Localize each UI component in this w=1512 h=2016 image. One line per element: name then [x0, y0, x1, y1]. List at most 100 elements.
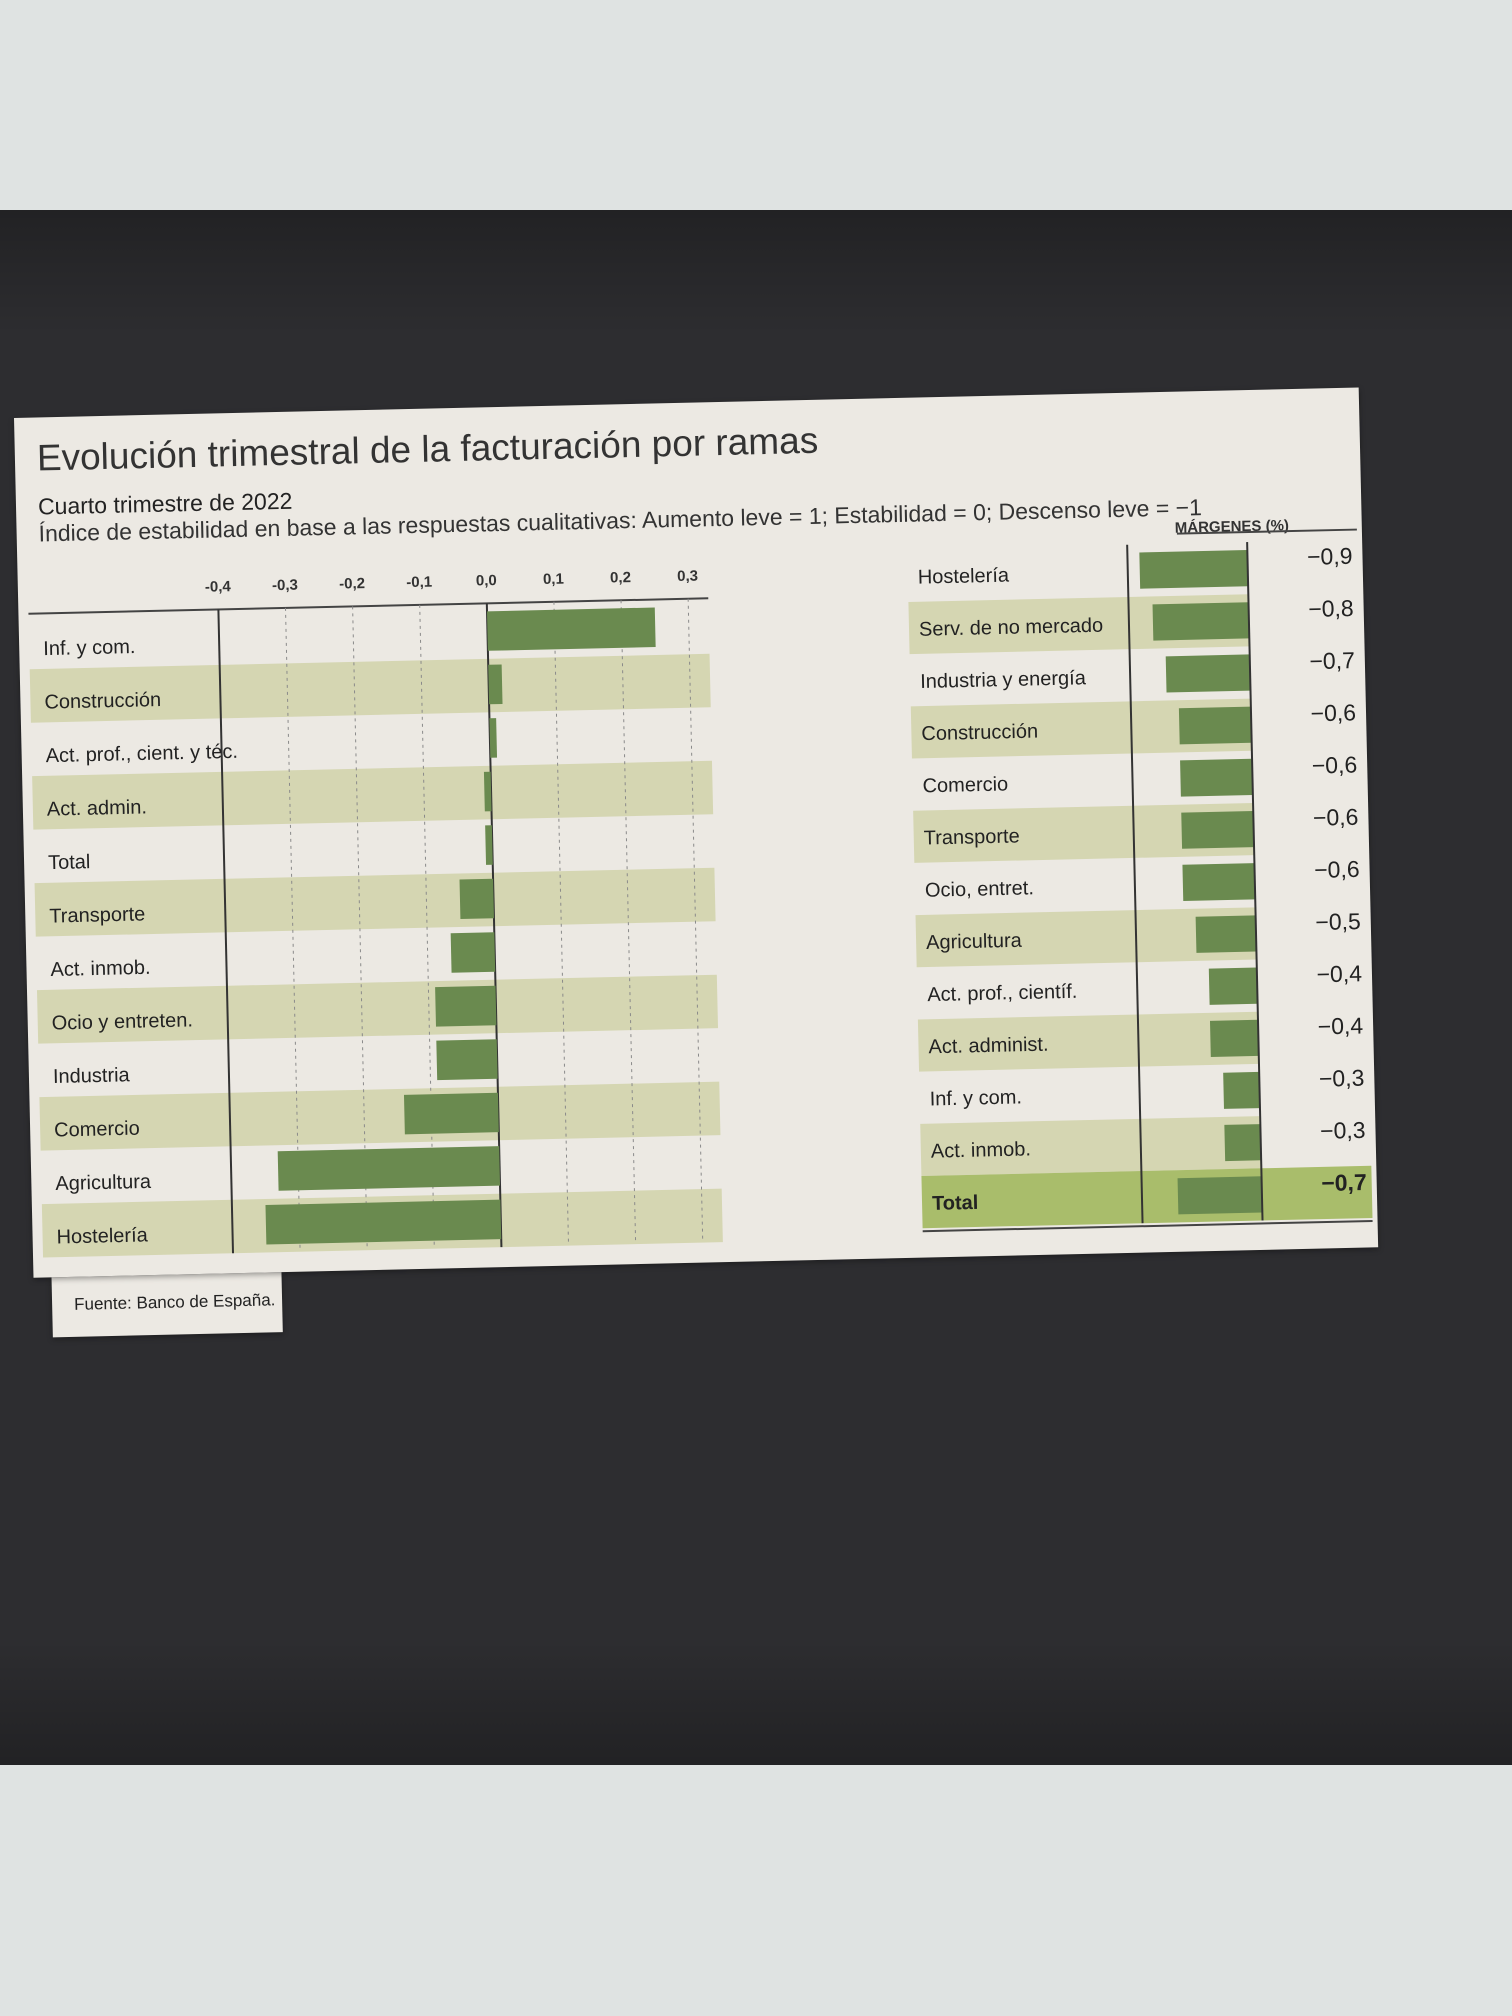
- row-band: [1261, 1165, 1373, 1221]
- row-band: [910, 701, 1132, 759]
- bar: [485, 825, 493, 865]
- tick-label: -0,3: [272, 577, 298, 595]
- bar: [277, 1146, 501, 1191]
- margin-value-label: −0,7: [1309, 647, 1355, 674]
- margin-category-label: Act. prof., científ.: [927, 981, 1078, 1006]
- bar: [483, 771, 492, 812]
- gridline: [352, 606, 368, 1251]
- category-label: Act. prof., cient. y téc.: [45, 741, 238, 767]
- category-label: Industria: [53, 1064, 131, 1088]
- margin-value-label: −0,6: [1314, 856, 1360, 883]
- row-band: [39, 1081, 721, 1151]
- category-label: Agricultura: [55, 1171, 152, 1195]
- category-label: Inf. y com.: [43, 636, 136, 660]
- margin-bar: [1181, 810, 1255, 849]
- gridline: [620, 600, 637, 1245]
- tick-label: 0,2: [610, 569, 631, 586]
- margin-bar: [1139, 550, 1249, 589]
- top-rule: [1176, 528, 1357, 535]
- row-band: [908, 596, 1130, 655]
- margin-category-label: Act. administ.: [928, 1034, 1049, 1059]
- row-band: [913, 805, 1135, 863]
- margin-bar: [1177, 1176, 1263, 1215]
- margin-category-label: Act. inmob.: [931, 1138, 1032, 1162]
- margin-category-label: Total: [932, 1192, 979, 1215]
- row-band: [29, 653, 711, 723]
- row-band: [36, 974, 719, 1044]
- row-band: [917, 1014, 1140, 1072]
- category-label: Construcción: [44, 689, 161, 714]
- bar: [403, 1092, 499, 1135]
- margin-bar: [1178, 706, 1252, 745]
- divider-line: [1246, 542, 1264, 1221]
- left-bar-chart: -0,4 -0,3 -0,2 -0,1 0,0 0,1 0,2 0,3 Inf. y com. C…: [28, 568, 723, 1258]
- margin-bar: [1195, 915, 1257, 953]
- tick-label: -0,2: [339, 575, 365, 593]
- margin-category-label: Transporte: [924, 825, 1020, 849]
- margin-bar: [1180, 758, 1253, 797]
- margin-bar: [1152, 602, 1250, 641]
- row-band: [32, 760, 714, 830]
- category-label: Hostelería: [56, 1224, 149, 1248]
- category-label: Total: [48, 851, 91, 874]
- margin-bar: [1165, 654, 1251, 693]
- gridline: [485, 603, 503, 1248]
- axis-top-rule: [28, 597, 709, 615]
- margin-value-label: −0,6: [1312, 752, 1358, 779]
- margin-category-label: Hostelería: [918, 565, 1011, 589]
- margin-value-label: −0,9: [1307, 543, 1353, 570]
- margin-value-label: −0,4: [1316, 960, 1362, 987]
- newspaper-clipping: Evolución trimestral de la facturación p…: [14, 387, 1379, 1338]
- margin-value-label: −0,4: [1317, 1012, 1363, 1039]
- margin-bar: [1182, 863, 1256, 901]
- bottom-rule: [922, 1219, 1373, 1233]
- bar: [489, 718, 498, 758]
- margin-value-label: −0,6: [1310, 699, 1356, 726]
- margin-value-label: −0,5: [1315, 908, 1361, 935]
- bar: [435, 985, 497, 1027]
- row-band: [34, 867, 716, 937]
- margin-bar: [1208, 967, 1258, 1005]
- margin-category-label: Construcción: [921, 721, 1038, 746]
- margin-bar: [1223, 1071, 1260, 1109]
- margin-category-label: Comercio: [922, 773, 1008, 797]
- divider-line: [1126, 544, 1144, 1224]
- margin-category-label: Agricultura: [926, 930, 1023, 954]
- tick-label: 0,0: [476, 572, 497, 589]
- margin-value-label: −0,3: [1319, 1065, 1365, 1092]
- gridline: [687, 598, 704, 1243]
- margin-value-label: −0,6: [1313, 804, 1359, 831]
- gridline: [419, 604, 435, 1249]
- gridline: [553, 601, 570, 1246]
- tick-label: -0,1: [406, 574, 432, 592]
- margin-value-label: −0,8: [1308, 595, 1354, 622]
- row-band: [920, 1118, 1142, 1177]
- gridline: [217, 609, 235, 1254]
- gridline: [285, 607, 301, 1252]
- bar: [436, 1039, 498, 1081]
- margin-value-label: −0,3: [1320, 1117, 1366, 1144]
- category-label: Act. admin.: [47, 796, 148, 820]
- margin-value-label: −0,7: [1321, 1169, 1367, 1196]
- bar: [265, 1199, 502, 1245]
- bar: [450, 932, 496, 973]
- category-label: Transporte: [49, 903, 145, 927]
- margin-bar: [1224, 1124, 1262, 1162]
- margin-bar: [1209, 1019, 1259, 1058]
- category-label: Act. inmob.: [50, 957, 151, 981]
- tick-label: 0,3: [677, 568, 698, 585]
- row-band: [915, 910, 1137, 968]
- margin-category-label: Ocio, entret.: [925, 877, 1034, 901]
- margin-category-label: Serv. de no mercado: [919, 615, 1104, 641]
- row-band: [921, 1171, 1143, 1229]
- category-label: Ocio y entreten.: [51, 1009, 193, 1034]
- tick-label: 0,1: [543, 571, 564, 588]
- tick-label: -0,4: [205, 578, 232, 596]
- bar: [487, 607, 656, 651]
- category-label: Comercio: [54, 1118, 140, 1142]
- margin-category-label: Inf. y com.: [929, 1086, 1022, 1110]
- bar: [488, 664, 503, 705]
- margin-category-label: Industria y energía: [920, 667, 1087, 693]
- bar: [459, 878, 494, 920]
